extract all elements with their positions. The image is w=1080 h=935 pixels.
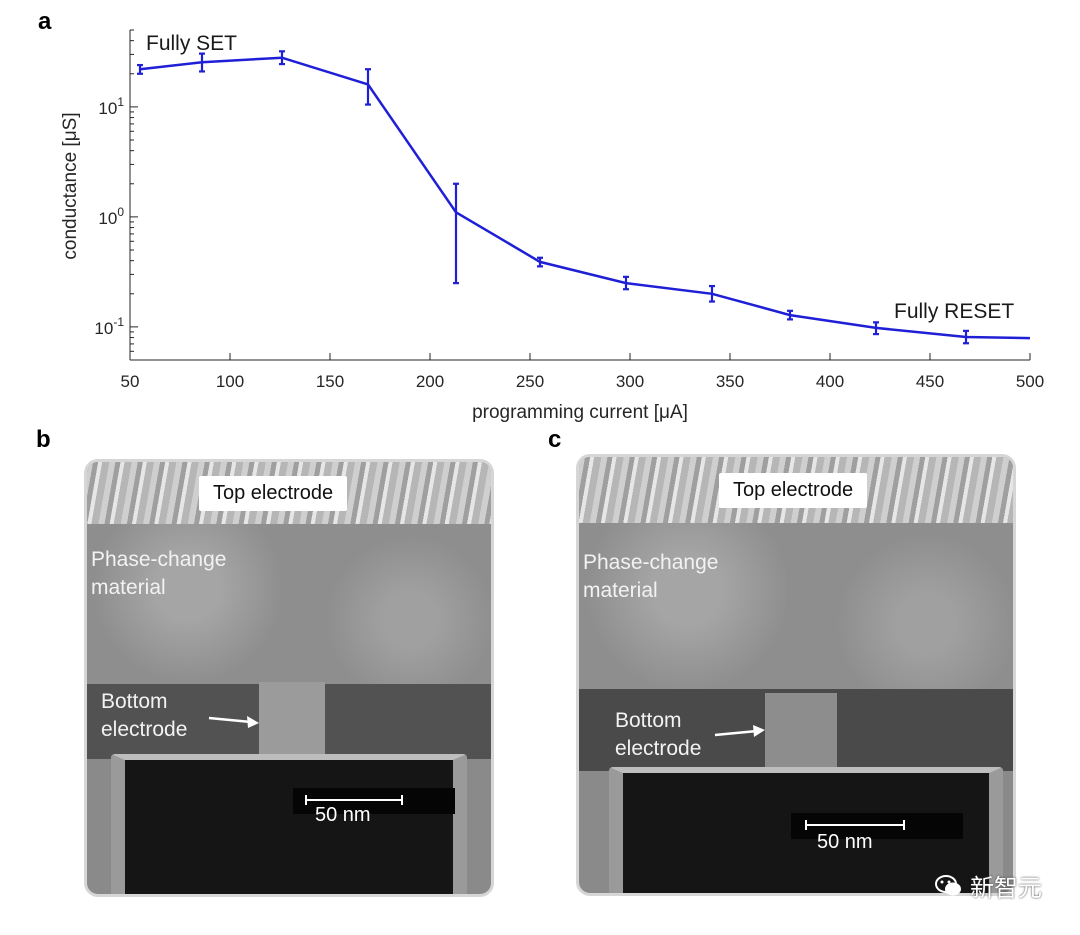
arrow-icon xyxy=(714,725,765,737)
top-electrode-label: Top electrode xyxy=(199,476,348,511)
chart-error-bars xyxy=(137,50,969,345)
bottom-electrode-heater xyxy=(765,693,837,773)
scale-bar-tick-left xyxy=(305,795,307,805)
phase-change-region xyxy=(579,523,1013,691)
y-axis-title: conductance [μS] xyxy=(60,112,81,259)
conductance-series-line xyxy=(139,56,1031,340)
x-axis-title: programming current [μA] xyxy=(472,402,688,423)
scale-bar-line xyxy=(805,824,905,826)
panel-label-b: b xyxy=(36,426,51,453)
scale-bar-label: 50 nm xyxy=(817,831,873,853)
conductance-chart: 50 100 150 200 250 300 350 400 450 50010-1100101 … xyxy=(60,29,1044,423)
x-tick-label: 50 xyxy=(121,372,140,391)
pcm-label: Phase-change material xyxy=(583,551,719,603)
y-tick-label: 10-1 xyxy=(94,315,124,338)
scale-bar-line xyxy=(305,799,403,801)
arrow-icon xyxy=(208,716,259,728)
watermark: 新智元 xyxy=(934,868,1042,903)
x-tick-label: 100 xyxy=(216,372,244,391)
x-tick-label: 250 xyxy=(516,372,544,391)
y-tick-label: 100 xyxy=(98,205,124,228)
scale-bar-tick-right xyxy=(903,820,905,830)
panel-label-c: c xyxy=(548,426,562,453)
watermark-text: 新智元 xyxy=(970,874,1042,902)
wechat-icon xyxy=(935,874,961,895)
bottom-substrate xyxy=(111,754,467,894)
pcm-label: Phase-change material xyxy=(91,548,227,600)
scale-bar-background xyxy=(293,788,455,814)
annotation-fully-reset: Fully RESET xyxy=(894,300,1014,323)
x-tick-label: 350 xyxy=(716,372,744,391)
annotation-fully-set: Fully SET xyxy=(146,32,237,55)
top-electrode-label: Top electrode xyxy=(719,473,868,508)
x-tick-label: 150 xyxy=(316,372,344,391)
scale-bar-tick-left xyxy=(805,820,807,830)
bottom-electrode-label: Bottom electrode xyxy=(101,690,188,742)
bottom-electrode-heater xyxy=(259,682,325,757)
tem-image-c: Top electrode Phase-change material Bott… xyxy=(576,454,1016,896)
scale-bar-label: 50 nm xyxy=(315,804,371,826)
x-tick-label: 500 xyxy=(1016,372,1044,391)
panel-label-a: a xyxy=(38,8,52,35)
scale-bar-tick-right xyxy=(401,795,403,805)
bottom-electrode-label: Bottom electrode xyxy=(615,709,702,761)
y-tick-label: 101 xyxy=(98,95,124,118)
tem-image-b: Top electrode Phase-change material Bott… xyxy=(84,459,494,897)
x-tick-label: 450 xyxy=(916,372,944,391)
x-tick-label: 400 xyxy=(816,372,844,391)
x-tick-label: 300 xyxy=(616,372,644,391)
phase-change-region xyxy=(87,524,491,684)
scale-bar-background xyxy=(791,813,963,839)
chart-axes: 50 100 150 200 250 300 350 400 450 500 10-1 100 101 xyxy=(94,29,1044,391)
x-tick-label: 200 xyxy=(416,372,444,391)
